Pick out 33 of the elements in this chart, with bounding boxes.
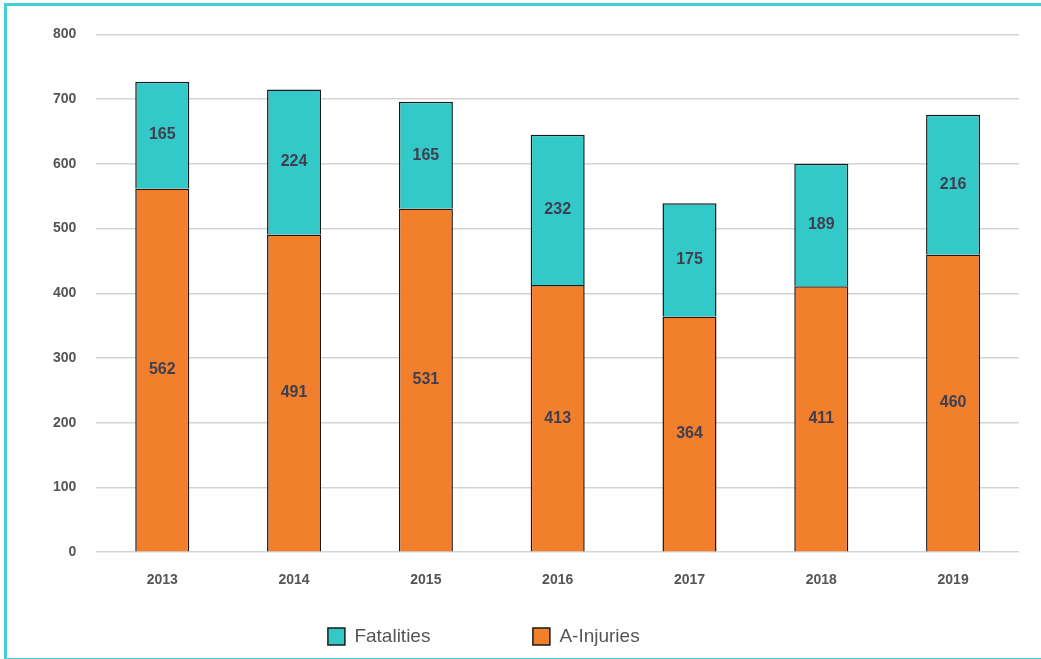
- data-label: 413: [544, 408, 572, 426]
- frame-border: Fatalities A-Injuries 2013 2014 2015 2016 2017 2018 2019 0 100 200 300 400 500 600 700 800 562 491 531 413 364 411 460 165 224 165 232 175 189 216: [4, 3, 1041, 659]
- y-tick-label: 400: [53, 284, 77, 301]
- y-tick-label: 300: [53, 348, 77, 365]
- data-label: 224: [280, 152, 308, 170]
- data-label: 411: [808, 409, 835, 427]
- data-label: 165: [412, 145, 440, 163]
- y-tick-label: 100: [53, 478, 77, 495]
- legend-label: Fatalities: [354, 624, 515, 646]
- data-label: 232: [544, 200, 572, 218]
- x-tick-label: 2019: [937, 571, 969, 588]
- data-label: 175: [676, 250, 703, 268]
- x-tick-label: 2017: [673, 571, 706, 588]
- data-label: 364: [676, 424, 703, 442]
- x-tick-label: 2018: [805, 571, 838, 588]
- y-tick-label: 200: [53, 413, 77, 430]
- y-tick-label: 500: [53, 219, 77, 236]
- x-tick-label: 2016: [542, 571, 574, 588]
- y-tick-label: 700: [53, 89, 77, 106]
- y-tick-label: 800: [53, 25, 77, 42]
- data-label: 562: [148, 360, 176, 378]
- data-label: 216: [939, 174, 967, 192]
- data-label: 491: [280, 383, 308, 401]
- x-tick-label: 2013: [146, 571, 179, 588]
- y-tick-label: 600: [53, 154, 77, 171]
- data-label: 460: [939, 393, 967, 411]
- legend-label: A-Injuries: [559, 624, 725, 646]
- x-tick-label: 2015: [410, 571, 442, 588]
- y-tick-label: 0: [68, 543, 77, 560]
- data-label: 531: [412, 370, 440, 388]
- x-tick-label: 2014: [278, 571, 310, 588]
- data-label: 165: [148, 125, 176, 143]
- data-label: 189: [807, 215, 835, 233]
